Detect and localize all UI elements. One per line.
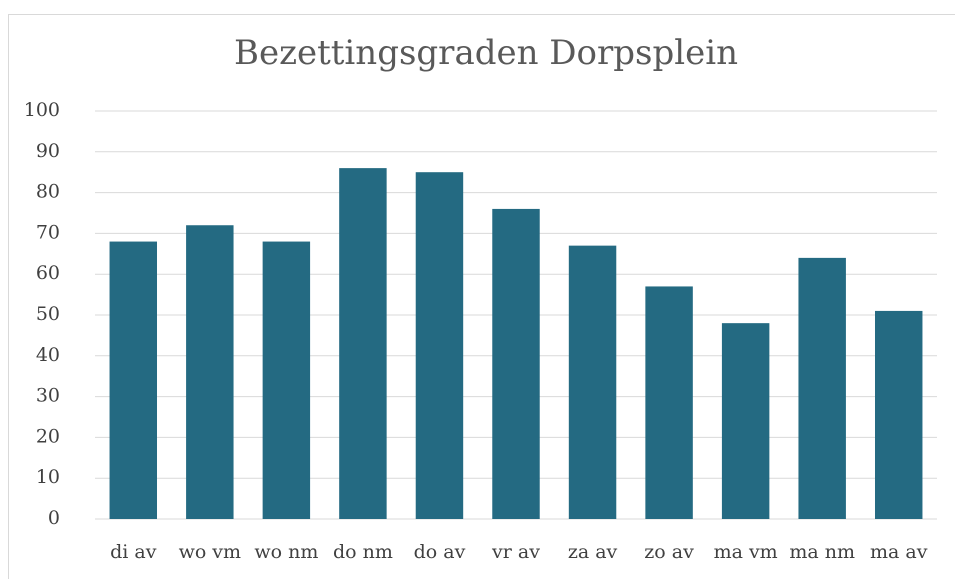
bar xyxy=(645,286,693,519)
y-tick-label: 0 xyxy=(48,507,60,529)
y-tick-label: 80 xyxy=(36,181,60,203)
x-tick-label: ma av xyxy=(870,541,928,563)
bar xyxy=(186,225,234,520)
y-tick-label: 30 xyxy=(36,385,60,407)
y-tick-label: 60 xyxy=(36,262,60,284)
y-tick-label: 70 xyxy=(36,221,60,243)
bar xyxy=(492,208,540,520)
x-tick-label: zo av xyxy=(644,541,694,563)
bar xyxy=(874,310,923,519)
x-tick-label: do av xyxy=(414,541,466,563)
x-tick-label: vr av xyxy=(491,541,540,563)
x-tick-label: ma nm xyxy=(789,541,855,563)
x-tick-label: di av xyxy=(110,541,157,563)
y-tick-label: 50 xyxy=(36,303,60,325)
y-tick-label: 10 xyxy=(36,466,60,488)
bar xyxy=(109,241,158,519)
x-tick-label: za av xyxy=(568,541,618,563)
bar xyxy=(568,245,617,519)
x-tick-label: wo vm xyxy=(179,541,242,563)
bar xyxy=(415,172,464,519)
bar xyxy=(262,241,311,519)
chart-frame xyxy=(8,14,955,579)
bar xyxy=(798,257,846,519)
chart-title: Bezettingsgraden Dorpsplein xyxy=(234,33,738,73)
y-tick-label: 90 xyxy=(36,140,60,162)
x-tick-label: wo nm xyxy=(254,541,318,563)
bar xyxy=(721,323,770,519)
y-tick-label: 40 xyxy=(36,344,60,366)
y-tick-label: 100 xyxy=(24,99,60,121)
x-tick-label: ma vm xyxy=(714,541,778,563)
bar xyxy=(339,168,387,519)
x-tick-label: do nm xyxy=(333,541,393,563)
y-tick-label: 20 xyxy=(36,425,60,447)
